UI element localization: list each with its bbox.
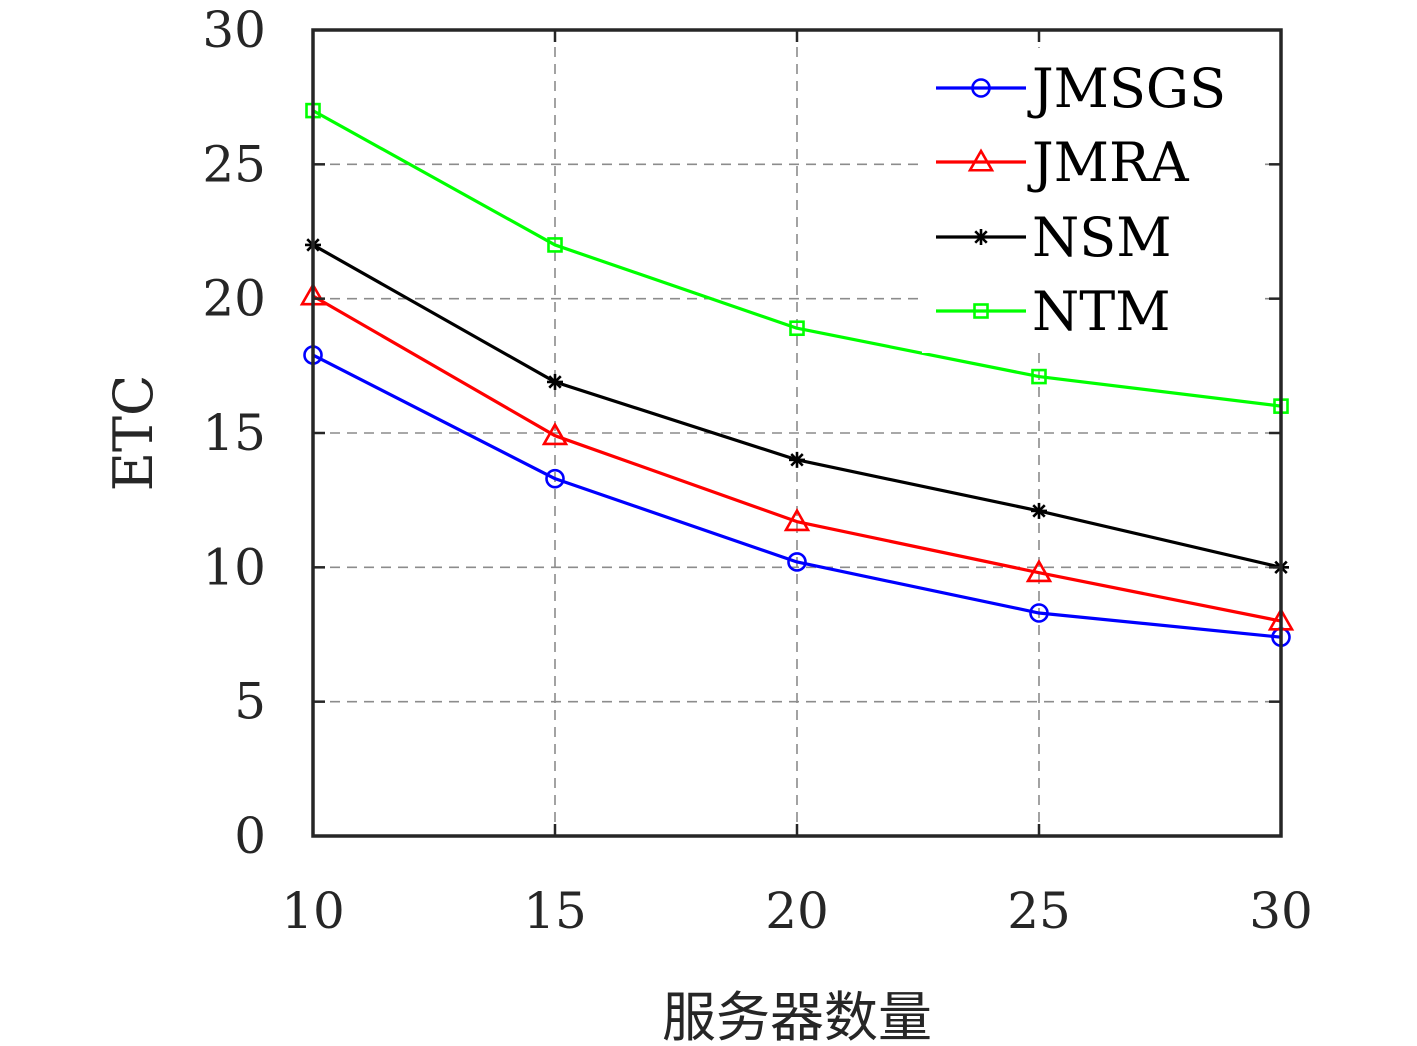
asterisk-stroke — [974, 230, 988, 244]
y-tick-label: 0 — [234, 807, 266, 865]
x-axis-title: 服务器数量 — [662, 986, 932, 1046]
legend-label: NTM — [1032, 280, 1171, 343]
asterisk-stroke — [548, 375, 562, 389]
legend-label: NSM — [1032, 206, 1172, 269]
y-tick-label: 10 — [202, 538, 266, 596]
asterisk-stroke — [1032, 504, 1046, 518]
axis-ticks: 10 15 20 25 30 0 5 10 15 20 25 30 — [202, 1, 1312, 940]
data-point-square — [789, 320, 805, 337]
legend-item-jmsgs: JMSGS — [936, 57, 1226, 120]
x-tick-label: 10 — [281, 882, 345, 940]
data-point-asterisk — [789, 451, 805, 468]
data-point-asterisk — [1031, 502, 1047, 519]
legend-label: JMSGS — [1027, 57, 1226, 120]
legend-item-nsm: NSM — [936, 206, 1172, 269]
y-tick-label: 20 — [202, 270, 266, 328]
series-line — [312, 294, 1282, 623]
data-point-square — [973, 303, 989, 319]
legend-item-jmra: JMRA — [936, 131, 1190, 194]
legend-label: JMRA — [1027, 131, 1190, 194]
x-tick-label: 20 — [765, 882, 829, 940]
x-tick-label: 30 — [1249, 882, 1313, 940]
data-point-triangle — [783, 508, 811, 532]
data-point-asterisk — [973, 229, 989, 245]
y-tick-label: 15 — [202, 404, 266, 462]
legend-box — [922, 48, 1264, 353]
legend: JMSGS JMRA NSM NTM — [922, 48, 1264, 353]
asterisk-stroke — [790, 453, 804, 467]
data-point-triangle — [541, 422, 569, 446]
data-point-square — [1031, 368, 1047, 385]
data-point-square — [547, 237, 563, 253]
series-line — [312, 109, 1282, 408]
x-tick-label: 25 — [1007, 882, 1071, 940]
legend-item-ntm: NTM — [936, 280, 1171, 343]
series-line — [312, 353, 1282, 639]
data-point-triangle — [1025, 559, 1053, 583]
series-group — [299, 102, 1295, 647]
y-tick-label: 25 — [202, 135, 266, 193]
data-point-circle — [545, 468, 565, 489]
data-point-triangle — [967, 148, 995, 172]
y-tick-label: 5 — [234, 673, 266, 731]
data-point-circle — [1029, 603, 1049, 623]
data-point-asterisk — [547, 373, 563, 390]
x-tick-label: 15 — [523, 882, 587, 940]
y-axis-title: ETC — [102, 375, 165, 492]
data-point-circle — [971, 78, 991, 98]
y-tick-label: 30 — [202, 1, 266, 59]
data-point-circle — [787, 552, 807, 572]
